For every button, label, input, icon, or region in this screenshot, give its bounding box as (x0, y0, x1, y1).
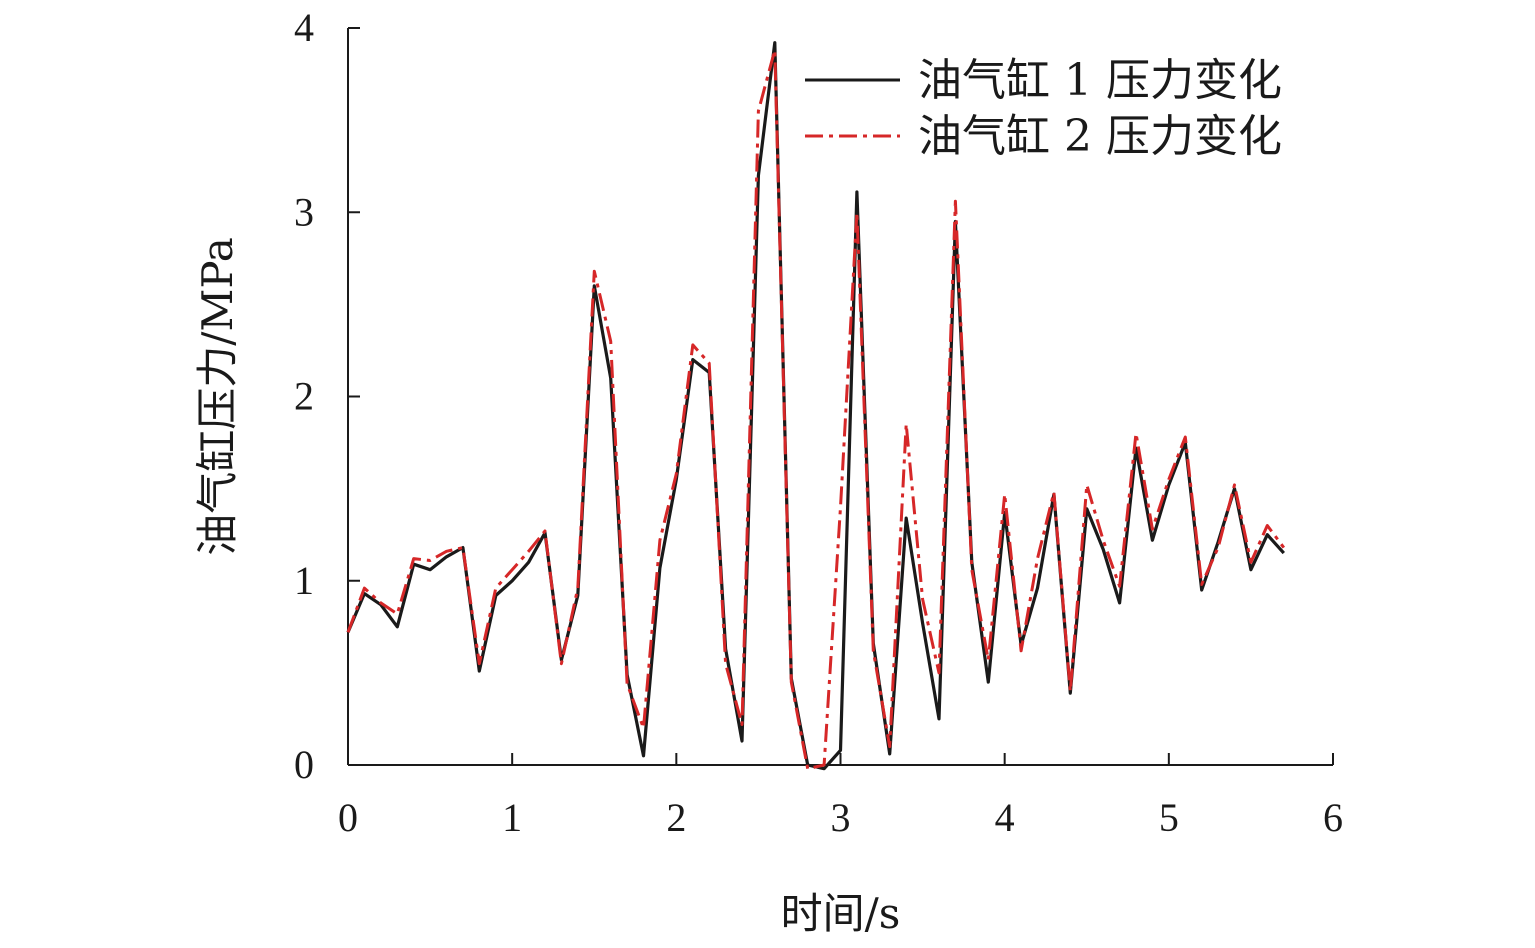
x-tick-label: 2 (666, 795, 686, 840)
series-line-2 (346, 48, 1286, 771)
x-tick-label: 5 (1159, 795, 1179, 840)
x-tick-label: 4 (995, 795, 1015, 840)
x-tick-label: 6 (1323, 795, 1343, 840)
x-axis-title: 时间/s (781, 889, 901, 938)
legend-label-1: 油气缸 1 压力变化 (918, 55, 1282, 106)
y-tick-label: 1 (294, 558, 314, 603)
legend-label-2: 油气缸 2 压力变化 (918, 111, 1282, 162)
x-tick-label: 0 (338, 795, 358, 840)
y-axis-title: 油气缸压力/MPa (193, 237, 242, 556)
axes: 0 1 2 3 4 5 6 0 1 2 3 4 时间/s 油气缸压力/MPa (193, 5, 1343, 938)
x-tick-label: 3 (831, 795, 851, 840)
x-tick-label: 1 (502, 795, 522, 840)
series-layer (346, 41, 1286, 771)
y-tick-label: 0 (294, 742, 314, 787)
y-tick-label: 3 (294, 189, 314, 234)
y-tick-label: 4 (294, 5, 314, 50)
y-tick-label: 2 (294, 374, 314, 419)
